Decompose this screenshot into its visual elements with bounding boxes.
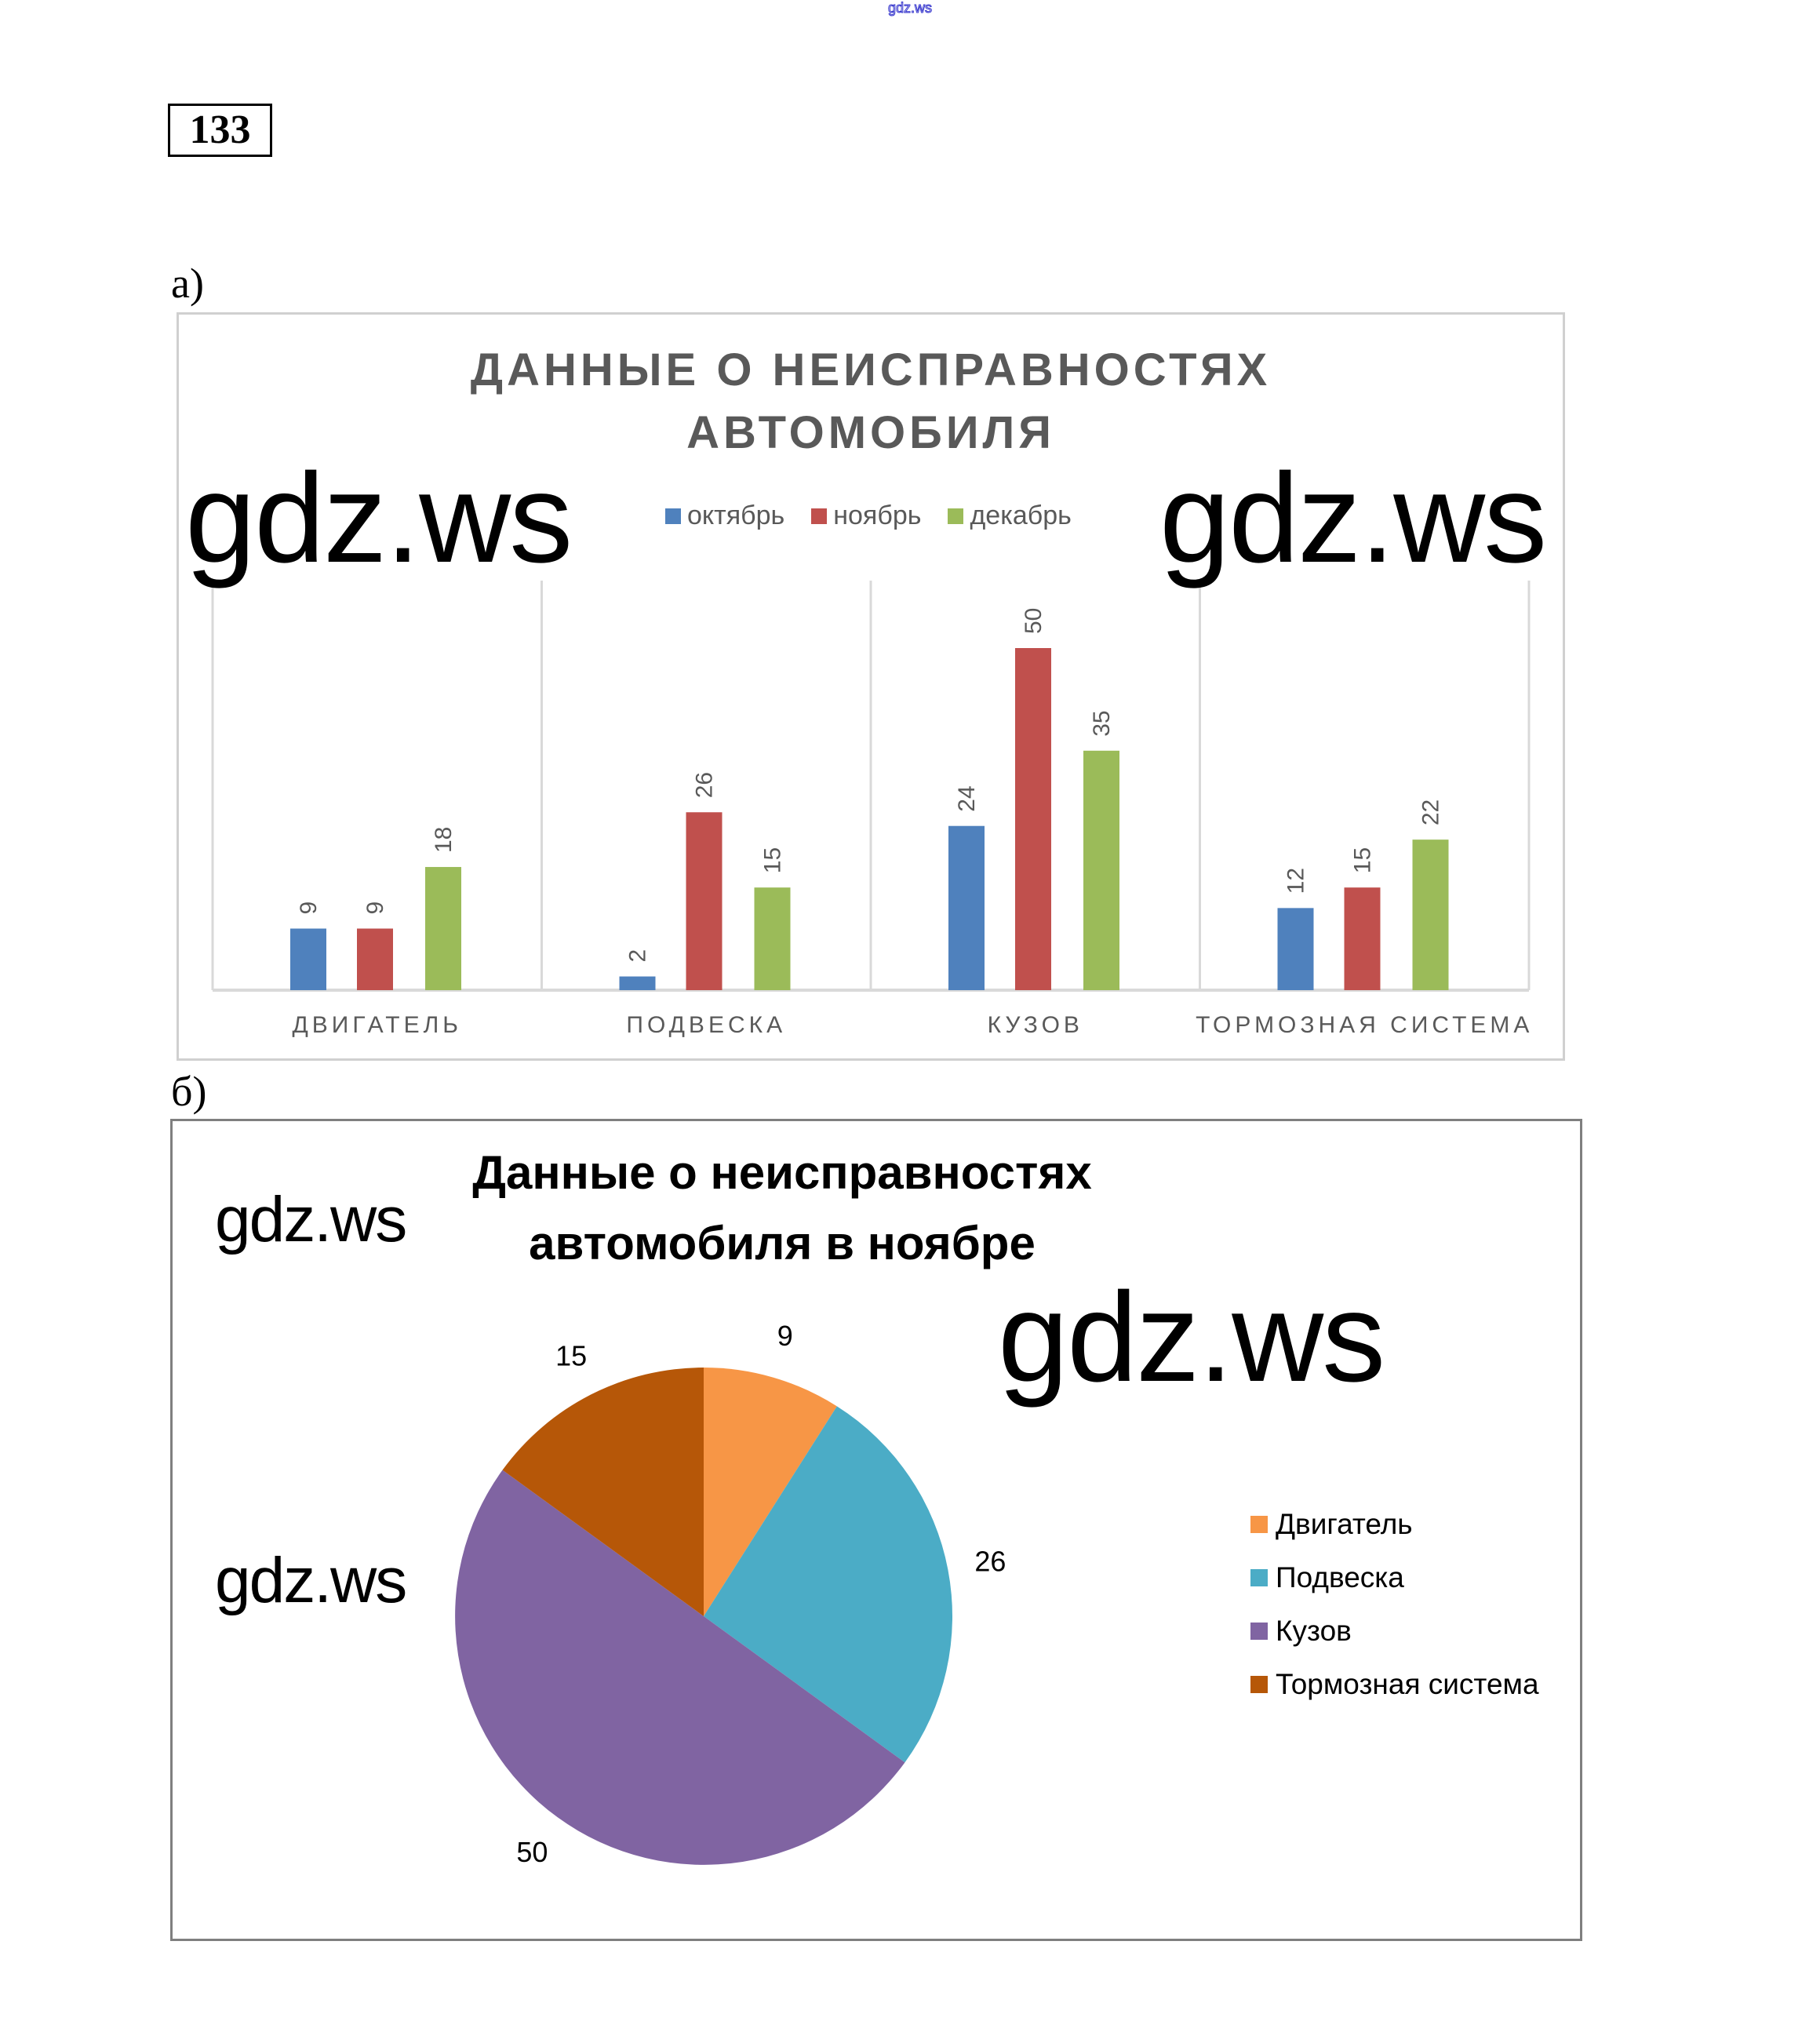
watermark: gdz.ws <box>185 447 573 589</box>
legend-swatch <box>1250 1516 1268 1533</box>
pie-data-label: 26 <box>974 1545 1006 1577</box>
pie-chart-title-line2: автомобиля в ноябре <box>529 1217 1036 1269</box>
data-label: 9 <box>362 901 388 915</box>
bar-декабрь <box>425 867 461 990</box>
watermark: gdz.ws <box>1159 447 1547 589</box>
watermark: gdz.ws <box>998 1266 1385 1408</box>
bar-ноябрь <box>1344 887 1381 990</box>
category-label: ДВИГАТЕЛЬ <box>292 1012 462 1038</box>
bar-октябрь <box>619 976 656 990</box>
legend-item-december: декабрь <box>948 501 1072 531</box>
data-label: 12 <box>1283 868 1309 894</box>
data-label: 24 <box>954 785 980 811</box>
bar-декабрь <box>1083 750 1119 990</box>
data-label: 15 <box>760 847 786 873</box>
pie-chart-frame <box>170 1119 1582 1941</box>
category-label: ТОРМОЗНАЯ СИСТЕМА <box>1196 1012 1533 1038</box>
data-label: 26 <box>692 772 718 798</box>
pie-chart-legend: Двигатель Подвеска Кузов Тормозная систе… <box>1250 1508 1539 1701</box>
part-a-label: а) <box>171 260 204 307</box>
bar-ноябрь <box>1015 648 1051 990</box>
data-label: 2 <box>625 949 651 963</box>
bar-chart-legend: октябрь ноябрь декабрь <box>665 501 1072 531</box>
watermark: gdz.ws <box>215 1184 407 1255</box>
legend-item-suspension: Подвеска <box>1250 1561 1539 1594</box>
legend-item-engine: Двигатель <box>1250 1508 1539 1541</box>
legend-item-brakes: Тормозная система <box>1250 1668 1539 1701</box>
data-label: 18 <box>431 827 457 853</box>
data-label: 9 <box>296 901 322 915</box>
pie-slice-Кузов <box>455 1470 905 1865</box>
legend-item-october: октябрь <box>665 501 784 531</box>
bar-ноябрь <box>686 812 723 990</box>
bar-chart-title-line1: ДАННЫЕ О НЕИСПРАВНОСТЯХ <box>470 344 1272 395</box>
bar-chart-plot: 9 9 18 ДВИГАТЕЛЬ 2 26 15 ПОДВЕСКА 24 50 35 КУЗОВ 12 1… <box>211 581 1533 1038</box>
legend-swatch <box>1250 1676 1268 1693</box>
legend-label: Подвеска <box>1276 1561 1404 1593</box>
bar-декабрь <box>754 887 791 990</box>
bar-декабрь <box>1412 840 1449 990</box>
data-label: 50 <box>1021 608 1046 634</box>
bar-ноябрь <box>357 928 393 990</box>
pie-slice-Двигатель <box>704 1368 837 1616</box>
legend-swatch <box>1250 1569 1268 1586</box>
bar-chart-frame <box>177 312 1565 1061</box>
watermark: gdz.ws <box>215 1545 407 1616</box>
legend-item-november: ноябрь <box>811 501 921 531</box>
legend-swatch <box>1250 1623 1268 1640</box>
legend-swatch <box>665 508 681 524</box>
legend-label: Кузов <box>1276 1615 1352 1647</box>
bar-chart-title-line2: АВТОМОБИЛЯ <box>686 407 1055 458</box>
data-label: 35 <box>1089 710 1115 736</box>
legend-label: ноябрь <box>833 501 922 530</box>
pie-chart-title-line1: Данные о неисправностях <box>472 1146 1092 1199</box>
data-label: 15 <box>1350 847 1376 873</box>
pie-slice-Подвеска <box>704 1406 952 1763</box>
bar-октябрь <box>290 928 326 990</box>
bar-октябрь <box>1277 908 1314 990</box>
category-label: КУЗОВ <box>988 1012 1083 1038</box>
pie-slice-Тормозная система <box>502 1368 704 1616</box>
data-label: 22 <box>1418 799 1444 825</box>
legend-swatch <box>811 508 828 524</box>
part-b-label: б) <box>171 1068 207 1115</box>
pie-data-label: 9 <box>777 1320 793 1352</box>
legend-label: октябрь <box>687 501 785 530</box>
legend-swatch <box>948 508 964 524</box>
site-mark: gdz.ws <box>887 0 933 16</box>
bar-октябрь <box>948 825 985 990</box>
pie-data-label: 15 <box>555 1340 587 1372</box>
legend-label: декабрь <box>970 501 1072 530</box>
legend-item-body: Кузов <box>1250 1615 1539 1648</box>
legend-label: Тормозная система <box>1276 1668 1539 1700</box>
task-number: 133 <box>168 104 272 157</box>
legend-label: Двигатель <box>1276 1508 1413 1540</box>
pie-data-label: 50 <box>516 1836 548 1868</box>
category-label: ПОДВЕСКА <box>626 1012 786 1038</box>
